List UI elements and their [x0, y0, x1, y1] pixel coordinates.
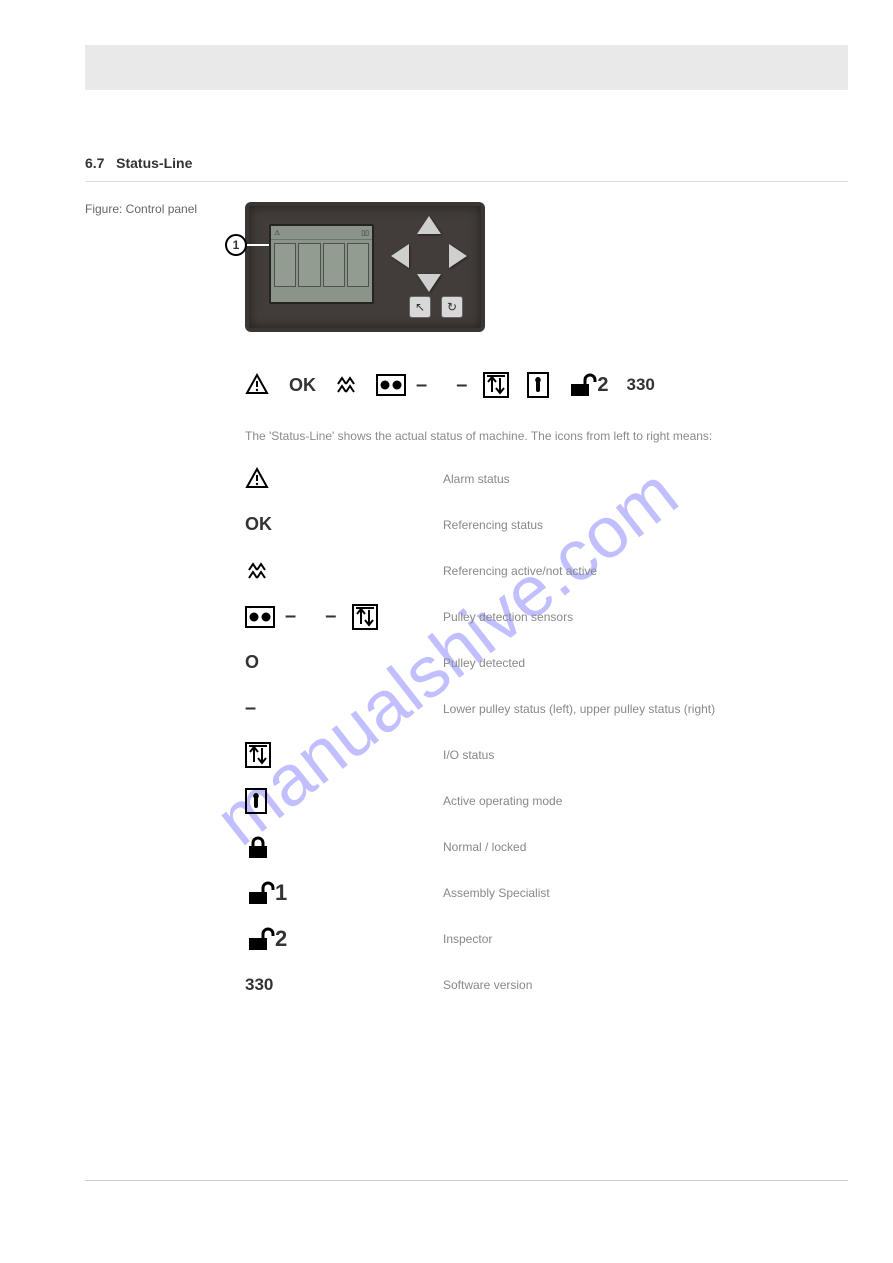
legend-row-ok: OK Referencing status	[245, 509, 848, 541]
pulley-dashes: – –	[416, 374, 473, 397]
legend-label: Pulley detection sensors	[443, 610, 573, 624]
legend-row-lock1: 1 Assembly Specialist	[245, 877, 848, 909]
warning-icon	[245, 373, 271, 397]
pulley-sensor-icon	[376, 374, 406, 396]
ok-text: OK	[245, 514, 272, 535]
lock2-icon: 2	[245, 926, 287, 952]
dash-icon: –	[245, 697, 262, 720]
pulley-sensor-icon	[245, 606, 275, 628]
dpad-right-icon[interactable]	[449, 244, 467, 268]
version-number: 330	[245, 975, 273, 995]
section-title: 6.7 Status-Line	[85, 155, 848, 182]
figure-callout: 1	[225, 234, 247, 256]
warning-icon	[245, 467, 271, 491]
legend-label: Normal / locked	[443, 840, 526, 854]
legend-row-version: 330 Software version	[245, 969, 848, 1001]
panel-buttons: ↖ ↻	[409, 296, 463, 318]
legend-row-lock2: 2 Inspector	[245, 923, 848, 955]
pulley-dashes: – –	[285, 605, 342, 628]
lock1-icon: 1	[245, 880, 287, 906]
io-icon	[352, 604, 378, 630]
section-heading: Status-Line	[116, 155, 192, 171]
header-banner	[85, 45, 848, 90]
legend-label: Referencing status	[443, 518, 543, 532]
legend-label: I/O status	[443, 748, 494, 762]
legend-label: Inspector	[443, 932, 492, 946]
legend-label: Alarm status	[443, 472, 510, 486]
io-icon	[483, 372, 509, 398]
legend-row-pulley: – – Pulley detection sensors	[245, 601, 848, 633]
section-number: 6.7	[85, 155, 104, 171]
pulley-detected-icon: O	[245, 652, 259, 673]
panel-enter-button[interactable]: ↻	[441, 296, 463, 318]
dpad-up-icon[interactable]	[417, 216, 441, 234]
status-line-example: OK – – 2 330	[245, 372, 848, 398]
referencing-icon	[334, 374, 358, 396]
ok-text: OK	[289, 375, 316, 396]
legend-row-wrench: Active operating mode	[245, 785, 848, 817]
dpad-left-icon[interactable]	[391, 244, 409, 268]
wrench-icon	[527, 372, 549, 398]
legend-list: Alarm status OK Referencing status Refer…	[245, 463, 848, 1001]
lcd-body	[271, 240, 372, 290]
legend-label: Software version	[443, 978, 532, 992]
legend-label: Pulley detected	[443, 656, 525, 670]
legend-label: Assembly Specialist	[443, 886, 550, 900]
software-version: 330	[626, 375, 654, 395]
legend-row-dash: – Lower pulley status (left), upper pull…	[245, 693, 848, 725]
legend-row-lock: Normal / locked	[245, 831, 848, 863]
control-panel-figure: 1 ⚠▯▯ ↖ ↻	[245, 202, 485, 332]
pulley-group-icon: – –	[376, 372, 509, 398]
legend-row-o: O Pulley detected	[245, 647, 848, 679]
page-content: 6.7 Status-Line Figure: Control panel 1 …	[85, 155, 848, 1001]
legend-label: Lower pulley status (left), upper pulley…	[443, 702, 715, 716]
footer-rule	[85, 1180, 848, 1181]
status-line-description: The 'Status-Line' shows the actual statu…	[245, 428, 848, 445]
legend-label: Referencing active/not active	[443, 564, 597, 578]
lock-closed-icon	[245, 834, 271, 860]
io-icon	[245, 742, 271, 768]
figure-caption: Figure: Control panel	[85, 202, 225, 216]
lcd-statusline: ⚠▯▯	[271, 226, 372, 240]
dpad-down-icon[interactable]	[417, 274, 441, 292]
referencing-icon	[245, 560, 269, 582]
legend-row-warn: Alarm status	[245, 463, 848, 495]
legend-row-ref: Referencing active/not active	[245, 555, 848, 587]
legend-row-io: I/O status	[245, 739, 848, 771]
legend-label: Active operating mode	[443, 794, 562, 808]
dpad[interactable]	[391, 216, 467, 292]
panel-lcd: ⚠▯▯	[269, 224, 374, 304]
lock2-icon: 2	[567, 372, 608, 398]
panel-back-button[interactable]: ↖	[409, 296, 431, 318]
wrench-icon	[245, 788, 267, 814]
